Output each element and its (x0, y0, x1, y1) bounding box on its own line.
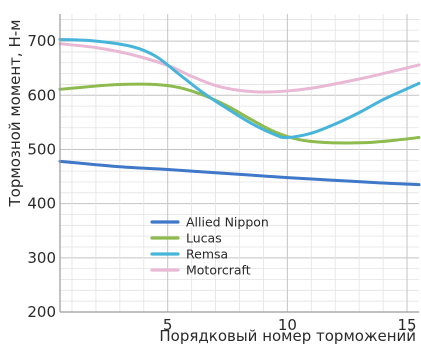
y-tick-label: 600 (27, 86, 56, 104)
legend-label-lucas: Lucas (186, 231, 222, 246)
series-line-allied-nippon (58, 159, 421, 187)
series-line-motorcraft (58, 42, 421, 94)
tick-labels: 200 300 400 500 600 700 5 10 15 (27, 32, 416, 334)
legend-label-allied-nippon: Allied Nippon (186, 215, 269, 230)
y-tick-label: 500 (27, 140, 56, 158)
y-tick-label: 400 (27, 195, 56, 213)
grid (60, 14, 419, 313)
y-tick-label: 300 (27, 249, 56, 267)
legend-label-motorcraft: Motorcraft (186, 263, 251, 278)
x-tick-label: 10 (278, 316, 297, 334)
y-axis-label: Тормозной момент, Н-м (6, 20, 24, 208)
y-tick-label: 200 (27, 303, 56, 321)
series-line-lucas (58, 82, 421, 145)
x-tick-label: 15 (397, 316, 416, 334)
x-tick-label: 5 (163, 316, 173, 334)
axes (59, 14, 419, 313)
series-lines (58, 37, 421, 187)
y-tick-label: 700 (27, 32, 56, 50)
series-line-remsa (58, 37, 421, 140)
x-axis-label: Порядковый номер торможений (159, 327, 416, 345)
legend-label-remsa: Remsa (186, 247, 228, 262)
